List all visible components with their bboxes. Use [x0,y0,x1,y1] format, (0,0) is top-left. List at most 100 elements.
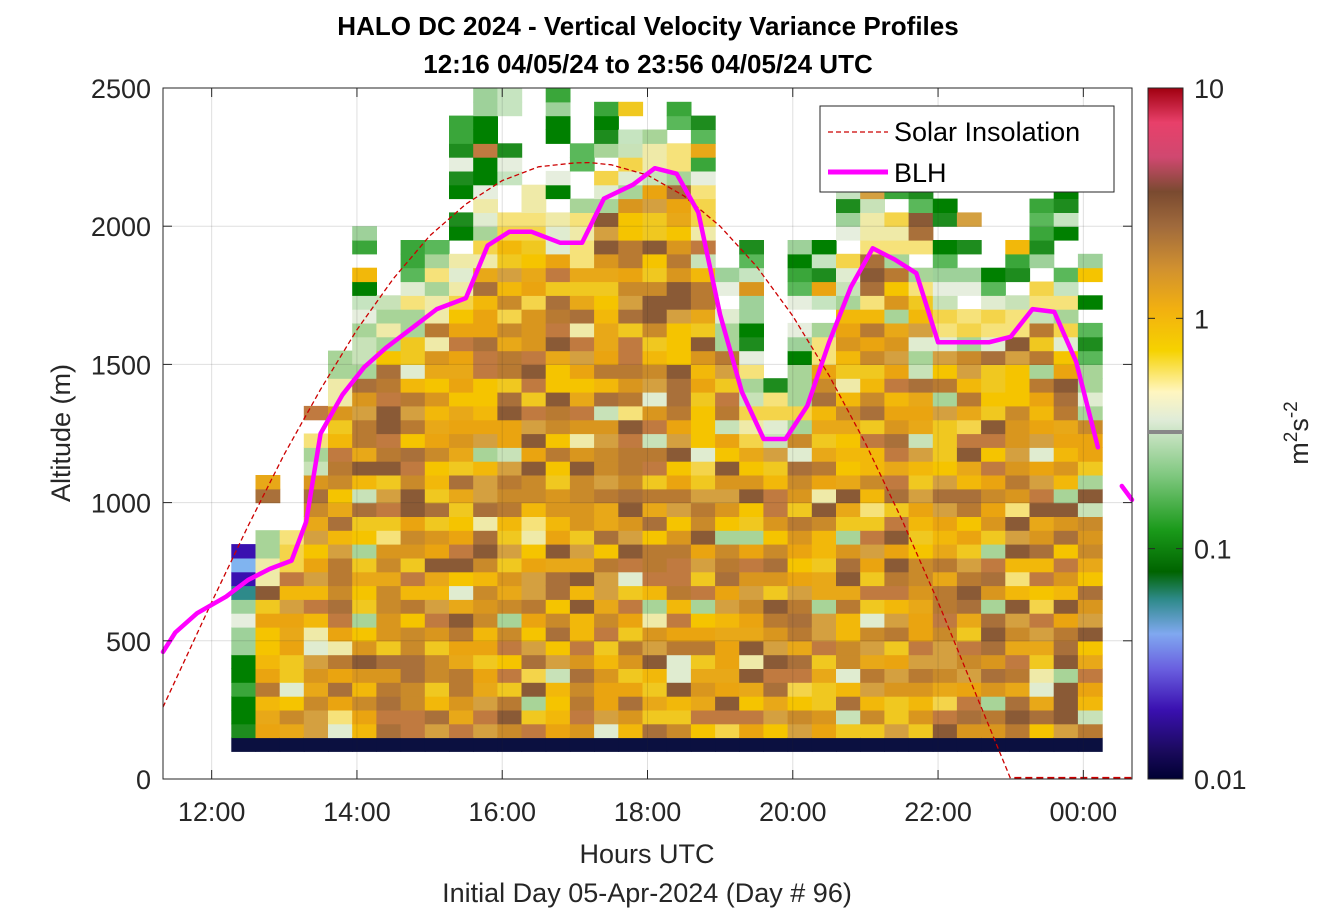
heatmap-cell [932,212,958,227]
heatmap-cell [569,336,595,352]
heatmap-cell [255,654,281,669]
heatmap-cell [618,295,644,310]
heatmap-cell [642,640,668,656]
heatmap-cell [690,336,716,352]
heatmap-cell [860,488,885,504]
heatmap-cell [908,544,934,559]
heatmap-cell [497,599,523,614]
heatmap-cell [352,709,377,725]
heatmap-cell [473,281,498,296]
heatmap-cell [981,364,1006,379]
heatmap-cell [956,488,982,504]
heatmap-cell [497,613,523,628]
heatmap-cell [1077,419,1103,435]
heatmap-cell [545,88,571,103]
heatmap-cell [618,613,644,628]
heatmap-cell [932,350,958,365]
heatmap-cell [352,530,377,545]
heatmap-cell [811,696,837,711]
heatmap-cell [545,433,571,448]
heatmap-cell [981,267,1006,283]
heatmap-cell [497,309,523,324]
heatmap-cell [618,101,644,117]
heatmap-cell [690,682,716,697]
heatmap-cell [545,392,571,407]
heatmap-cell [473,461,498,476]
heatmap-cell [618,668,644,683]
heatmap-cell [424,447,450,462]
heatmap-cell [569,433,595,448]
heatmap-cell [545,405,571,421]
heatmap-cell [763,709,789,725]
heatmap-cell [473,157,498,172]
heatmap-cell [400,392,426,407]
heatmap-cell [569,544,595,559]
heatmap-cell [811,447,837,462]
heatmap-cell [739,709,764,725]
heatmap-cell [956,447,982,462]
heatmap-cell [666,309,692,324]
heatmap-cell [787,599,813,614]
heatmap-cell [231,571,257,587]
heatmap-cell [328,696,353,711]
heatmap-cell [521,544,547,559]
heatmap-cell [981,475,1006,490]
heatmap-cell [763,419,789,435]
heatmap-cell [1029,516,1055,531]
heatmap-cell [666,475,692,490]
heatmap-cell [594,599,619,614]
heatmap-cell [1077,640,1103,656]
heatmap-cell [1005,654,1031,669]
heatmap-cell [690,240,716,255]
heatmap-cell [352,281,377,296]
heatmap-cell [690,295,716,310]
heatmap-cell [424,654,450,669]
heatmap-cell [328,364,353,379]
heatmap-cell [1053,226,1079,241]
heatmap-cell [618,502,644,517]
heatmap-cell [376,447,402,462]
heatmap-cell [1077,392,1103,407]
heatmap-cell [376,433,402,448]
heatmap-cell [618,336,644,352]
heatmap-cell [594,654,619,669]
heatmap-cell [1029,668,1055,683]
heatmap-cell [787,557,813,573]
heatmap-cell [569,613,595,628]
heatmap-cell [449,668,474,683]
chart-title-line-1: HALO DC 2024 - Vertical Velocity Varianc… [337,11,958,41]
heatmap-cell [594,737,619,752]
heatmap-cell [279,709,305,725]
heatmap-cell [763,544,789,559]
colorbar-label-exp2: -2 [1281,401,1302,418]
heatmap-cell [1077,654,1103,669]
heatmap-cell [303,433,329,448]
heatmap-cell [787,654,813,669]
heatmap-cell [376,654,402,669]
heatmap-cell [497,378,523,393]
heatmap-cell [836,544,861,559]
heatmap-cell [787,627,813,642]
heatmap-cell [956,627,982,642]
heatmap-cell [473,419,498,435]
heatmap-cell [860,599,885,614]
heatmap-cell [473,709,498,725]
heatmap-cell [618,226,644,241]
heatmap-cell [739,447,764,462]
heatmap-cell [1029,198,1055,213]
heatmap-cell [303,557,329,573]
heatmap-cell [1005,613,1031,628]
heatmap-cell [1053,737,1079,752]
heatmap-cell [545,212,571,227]
heatmap-cell [449,447,474,462]
heatmap-cell [1005,557,1031,573]
heatmap-cell [231,682,257,697]
heatmap-cell [1053,516,1079,531]
colorbar-label-exp1: 2 [1281,432,1302,443]
heatmap-cell [956,240,982,255]
heatmap-cell [449,212,474,227]
heatmap-cell [400,627,426,642]
heatmap-cell [352,682,377,697]
heatmap-cell [1029,682,1055,697]
heatmap-cell [545,336,571,352]
